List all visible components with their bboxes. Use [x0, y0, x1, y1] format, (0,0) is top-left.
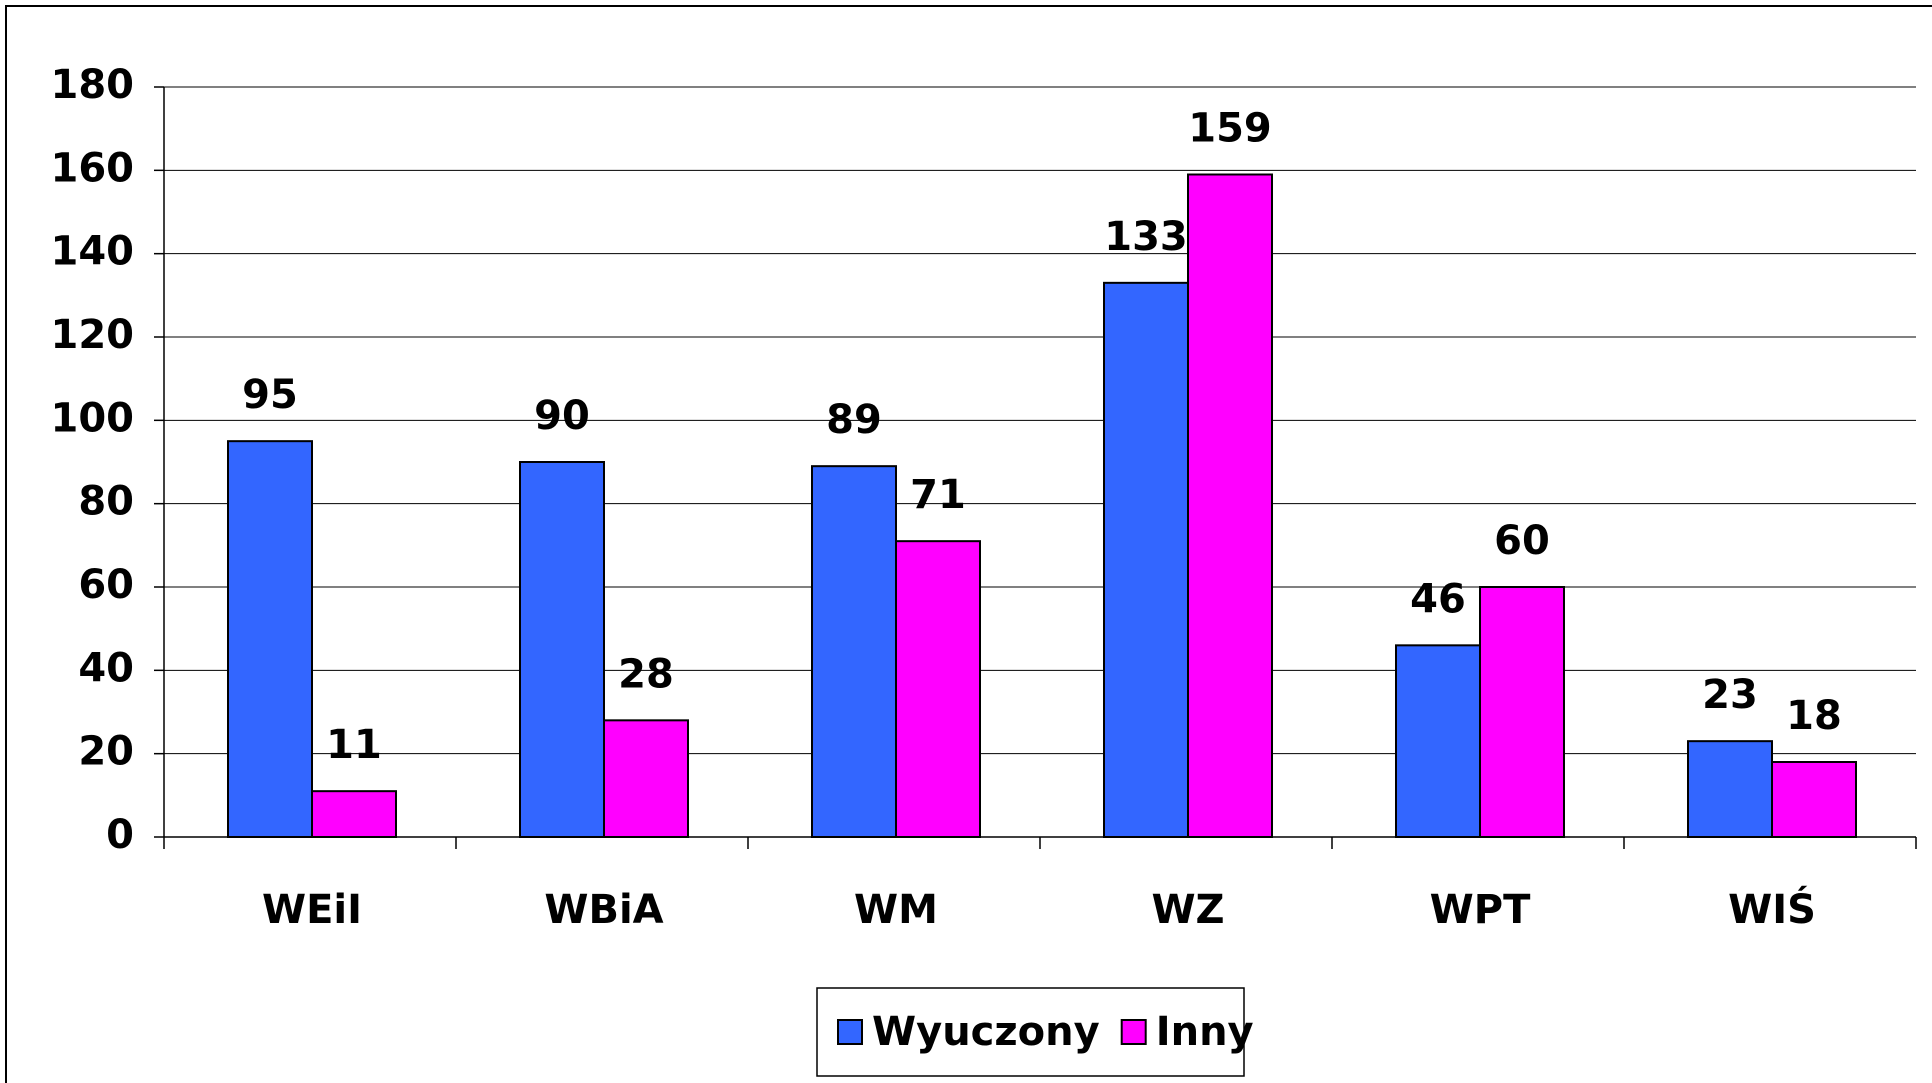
y-tick-label: 20: [78, 729, 134, 775]
bar: [895, 540, 981, 839]
bar: [603, 719, 689, 838]
legend-swatch: [837, 1019, 863, 1045]
bar: [227, 440, 313, 838]
y-tick-label: 120: [51, 312, 135, 358]
y-tick-label: 40: [78, 645, 134, 691]
bar: [811, 465, 897, 838]
bar: [311, 790, 397, 839]
bar: [519, 461, 605, 838]
value-label: 133: [1104, 214, 1188, 260]
value-label: 71: [910, 472, 966, 518]
bar: [1395, 644, 1481, 838]
y-tick-label: 60: [78, 562, 134, 608]
value-label: 11: [326, 722, 382, 768]
y-tick-label: 0: [106, 812, 134, 858]
value-label: 23: [1702, 672, 1758, 718]
y-tick-label: 100: [51, 395, 135, 441]
x-tick-label: WPT: [1430, 887, 1531, 933]
value-label: 60: [1494, 518, 1550, 564]
y-tick-label: 160: [51, 145, 135, 191]
value-label: 159: [1188, 106, 1272, 152]
legend-box: [816, 987, 1245, 1077]
value-label: 89: [826, 397, 882, 443]
legend-swatch: [1120, 1019, 1147, 1045]
bar: [1479, 586, 1565, 838]
x-tick-label: WEiI: [262, 887, 362, 933]
value-label: 90: [534, 393, 590, 439]
x-tick-label: WBiA: [544, 887, 663, 933]
bar: [1103, 281, 1189, 839]
bar: [1771, 761, 1857, 838]
y-tick-label: 180: [51, 62, 135, 108]
x-tick-label: WM: [854, 887, 938, 933]
legend-label: Inny: [1156, 1009, 1254, 1055]
chart-border: [5, 5, 1932, 1083]
legend-label: Wyuczony: [872, 1009, 1100, 1055]
value-label: 46: [1410, 576, 1466, 622]
bar: [1687, 740, 1773, 839]
value-label: 95: [242, 372, 298, 418]
value-label: 18: [1786, 693, 1842, 739]
y-tick-label: 140: [51, 229, 135, 275]
y-tick-label: 80: [78, 479, 134, 525]
x-tick-label: WZ: [1151, 887, 1224, 933]
x-tick-label: WIŚ: [1728, 885, 1816, 933]
bar: [1187, 173, 1273, 838]
value-label: 28: [618, 651, 674, 697]
